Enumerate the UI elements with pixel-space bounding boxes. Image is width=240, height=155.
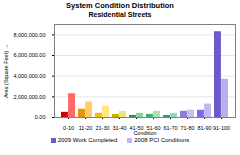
svg-text:81-90: 81-90 bbox=[197, 125, 211, 131]
svg-text:91-100: 91-100 bbox=[213, 125, 230, 131]
svg-text:71-80: 71-80 bbox=[180, 125, 194, 131]
svg-text:61-70: 61-70 bbox=[163, 125, 177, 131]
svg-text:Area (Square Feet) →: Area (Square Feet) → bbox=[3, 43, 9, 97]
svg-text:Condition: Condition bbox=[133, 129, 156, 135]
svg-text:4,000,000.00: 4,000,000.00 bbox=[13, 72, 45, 78]
svg-text:0.00: 0.00 bbox=[35, 114, 46, 120]
svg-text:2,000,000.00: 2,000,000.00 bbox=[13, 93, 45, 99]
svg-text:21-30: 21-30 bbox=[95, 125, 109, 131]
svg-text:31-40: 31-40 bbox=[112, 125, 126, 131]
svg-text:11-20: 11-20 bbox=[79, 125, 93, 131]
svg-text:8,000,000.00: 8,000,000.00 bbox=[13, 31, 45, 37]
svg-text:6,000,000.00: 6,000,000.00 bbox=[13, 52, 45, 58]
svg-text:0-10: 0-10 bbox=[63, 125, 74, 131]
